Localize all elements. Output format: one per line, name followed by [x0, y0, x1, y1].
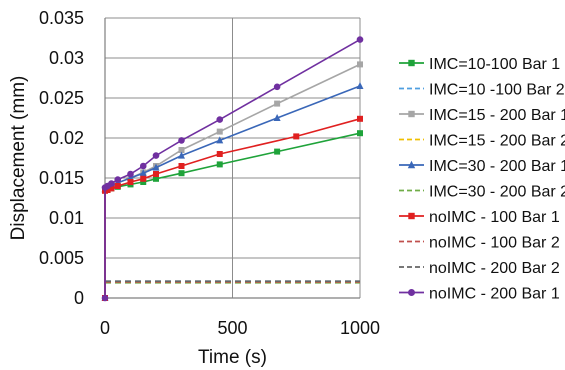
- y-axis-title: Displacement (mm): [8, 76, 29, 241]
- grid: [105, 17, 361, 298]
- data-point: [178, 163, 185, 169]
- series-9: [101, 36, 364, 302]
- data-point: [152, 152, 160, 159]
- legend-entry: noIMC - 200 Bar 1: [399, 286, 560, 303]
- data-point: [216, 136, 224, 144]
- y-tick-label: 0.01: [49, 208, 84, 228]
- x-tick-label: 0: [100, 318, 110, 338]
- legend: IMC=10-100 Bar 1 IMC=10 -100 Bar 2 IMC=15 …: [399, 56, 565, 303]
- data-point: [153, 175, 159, 182]
- data-point: [104, 187, 111, 193]
- legend-entry: IMC=30 - 200 Bar 1: [399, 158, 565, 175]
- data-point: [178, 170, 185, 177]
- data-point: [101, 294, 109, 302]
- x-axis-title: Time (s): [198, 347, 267, 368]
- data-point: [216, 151, 223, 157]
- tick-labels: 0 0.005 0.01 0.015 0.02 0.025 0.03 0.035 0 500 100…: [39, 8, 380, 338]
- data-point: [108, 180, 115, 187]
- data-point: [356, 36, 364, 43]
- legend-label: noIMC - 200 Bar 1: [429, 286, 560, 303]
- legend-marker: [408, 59, 415, 67]
- data-point: [127, 179, 134, 185]
- y-tick-label: 0.02: [49, 128, 84, 148]
- data-point: [178, 147, 185, 153]
- y-tick-label: 0.03: [49, 48, 84, 68]
- legend-label: noIMC - 100 Bar 1: [429, 209, 560, 226]
- legend-label: IMC=15 - 200 Bar 2: [429, 133, 565, 150]
- data-point: [152, 163, 160, 171]
- data-point: [357, 61, 363, 68]
- data-point: [293, 133, 300, 140]
- data-point: [273, 114, 281, 121]
- legend-entry: noIMC - 100 Bar 1: [399, 209, 560, 226]
- y-tick-label: 0.025: [39, 88, 84, 108]
- legend-entry: IMC=10 -100 Bar 2: [399, 82, 565, 99]
- legend-label: IMC=15 - 200 Bar 1: [429, 107, 565, 124]
- data-point: [127, 170, 134, 178]
- data-point: [356, 82, 364, 89]
- data-point: [216, 116, 224, 123]
- data-point: [274, 148, 281, 155]
- data-point: [140, 179, 147, 185]
- y-tick-label: 0.035: [39, 8, 84, 28]
- legend-label: noIMC - 200 Bar 2: [429, 260, 560, 277]
- legend-label: IMC=10-100 Bar 1: [429, 56, 560, 73]
- legend-label: IMC=30 - 200 Bar 2: [429, 184, 565, 201]
- legend-marker: [408, 110, 415, 118]
- data-point: [178, 137, 185, 144]
- data-point: [216, 161, 223, 168]
- data-point: [139, 169, 147, 177]
- legend-entry: IMC=15 - 200 Bar 2: [399, 133, 565, 150]
- data-point: [357, 115, 363, 122]
- x-tick-label: 500: [217, 318, 247, 338]
- data-point: [139, 162, 147, 170]
- y-tick-label: 0: [74, 288, 84, 308]
- data-point: [153, 171, 159, 177]
- data-point: [114, 183, 121, 189]
- legend-label: IMC=10 -100 Bar 2: [429, 82, 565, 99]
- y-tick-label: 0.015: [39, 168, 84, 188]
- data-point: [216, 128, 223, 135]
- data-point: [178, 151, 185, 159]
- legend-entry: IMC=10-100 Bar 1: [399, 56, 560, 73]
- data-point: [108, 185, 115, 192]
- legend-label: IMC=30 - 200 Bar 1: [429, 158, 565, 175]
- legend-label: noIMC - 100 Bar 2: [429, 235, 560, 252]
- data-point: [140, 175, 147, 182]
- data-point: [274, 100, 281, 107]
- data-point: [357, 130, 363, 137]
- legend-entry: noIMC - 200 Bar 2: [399, 260, 560, 277]
- data-point: [114, 176, 122, 183]
- legend-marker: [407, 160, 416, 169]
- series-layer: [101, 36, 364, 302]
- legend-marker: [408, 212, 415, 220]
- legend-entry: noIMC - 100 Bar 2: [399, 235, 560, 252]
- x-tick-label: 1000: [340, 318, 380, 338]
- data-point: [273, 83, 281, 91]
- legend-entry: IMC=15 - 200 Bar 1: [399, 107, 565, 124]
- y-tick-label: 0.005: [39, 248, 84, 268]
- legend-marker: [408, 289, 415, 296]
- legend-entry: IMC=30 - 200 Bar 2: [399, 184, 565, 201]
